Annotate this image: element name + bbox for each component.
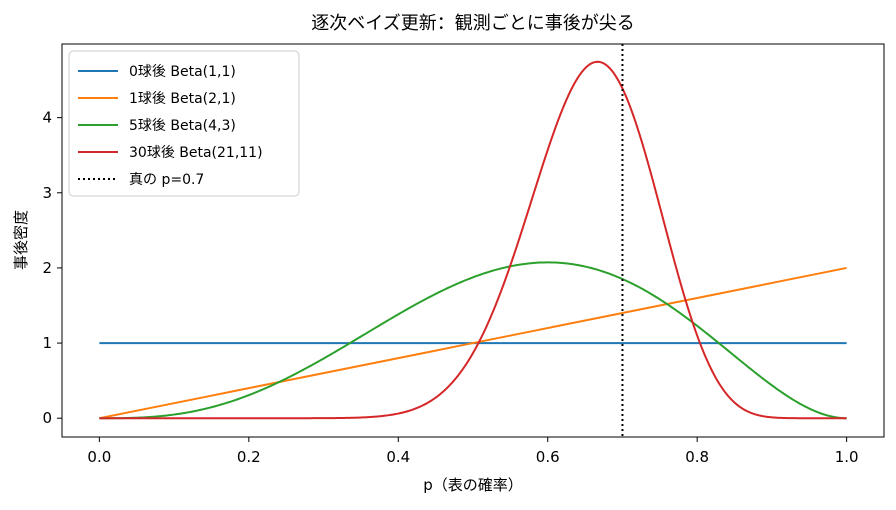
plot-frame [61,43,885,438]
series-line-3 [99,261,847,420]
y-tick-label: 1 [42,334,52,352]
legend-label: 1球後 Beta(2,1) [129,91,236,107]
x-tick-label: 0.8 [685,448,709,466]
legend-label: 真の p=0.7 [129,172,204,188]
series-line-4 [99,60,847,420]
legend-label: 5球後 Beta(4,3) [129,118,236,134]
legend-box [68,50,300,197]
y-axis: 0 1 2 3 4 [42,109,62,427]
x-axis-label: p（表の確率） [423,476,523,494]
series-layer [99,60,847,420]
legend: 0球後 Beta(1,1) 1球後 Beta(2,1) 5球後 Beta(4,3) 3… [68,50,300,197]
x-tick-label: 1.0 [835,448,859,466]
y-tick-label: 2 [42,259,52,277]
x-tick-label: 0.2 [237,448,261,466]
series-line-2 [99,266,847,420]
legend-label: 30球後 Beta(21,11) [129,145,263,161]
y-axis-label: 事後密度 [12,210,30,270]
chart-title: 逐次ベイズ更新：観測ごとに事後が尖る [311,13,634,34]
x-tick-label: 0.6 [536,448,560,466]
x-tick-label: 0.4 [386,448,410,466]
y-tick-label: 0 [42,409,52,427]
legend-label: 0球後 Beta(1,1) [129,64,236,80]
x-axis: 0.0 0.2 0.4 0.6 0.8 1.0 [87,437,859,466]
y-tick-label: 3 [42,184,52,202]
y-tick-label: 4 [42,109,52,127]
x-tick-label: 0.0 [87,448,111,466]
